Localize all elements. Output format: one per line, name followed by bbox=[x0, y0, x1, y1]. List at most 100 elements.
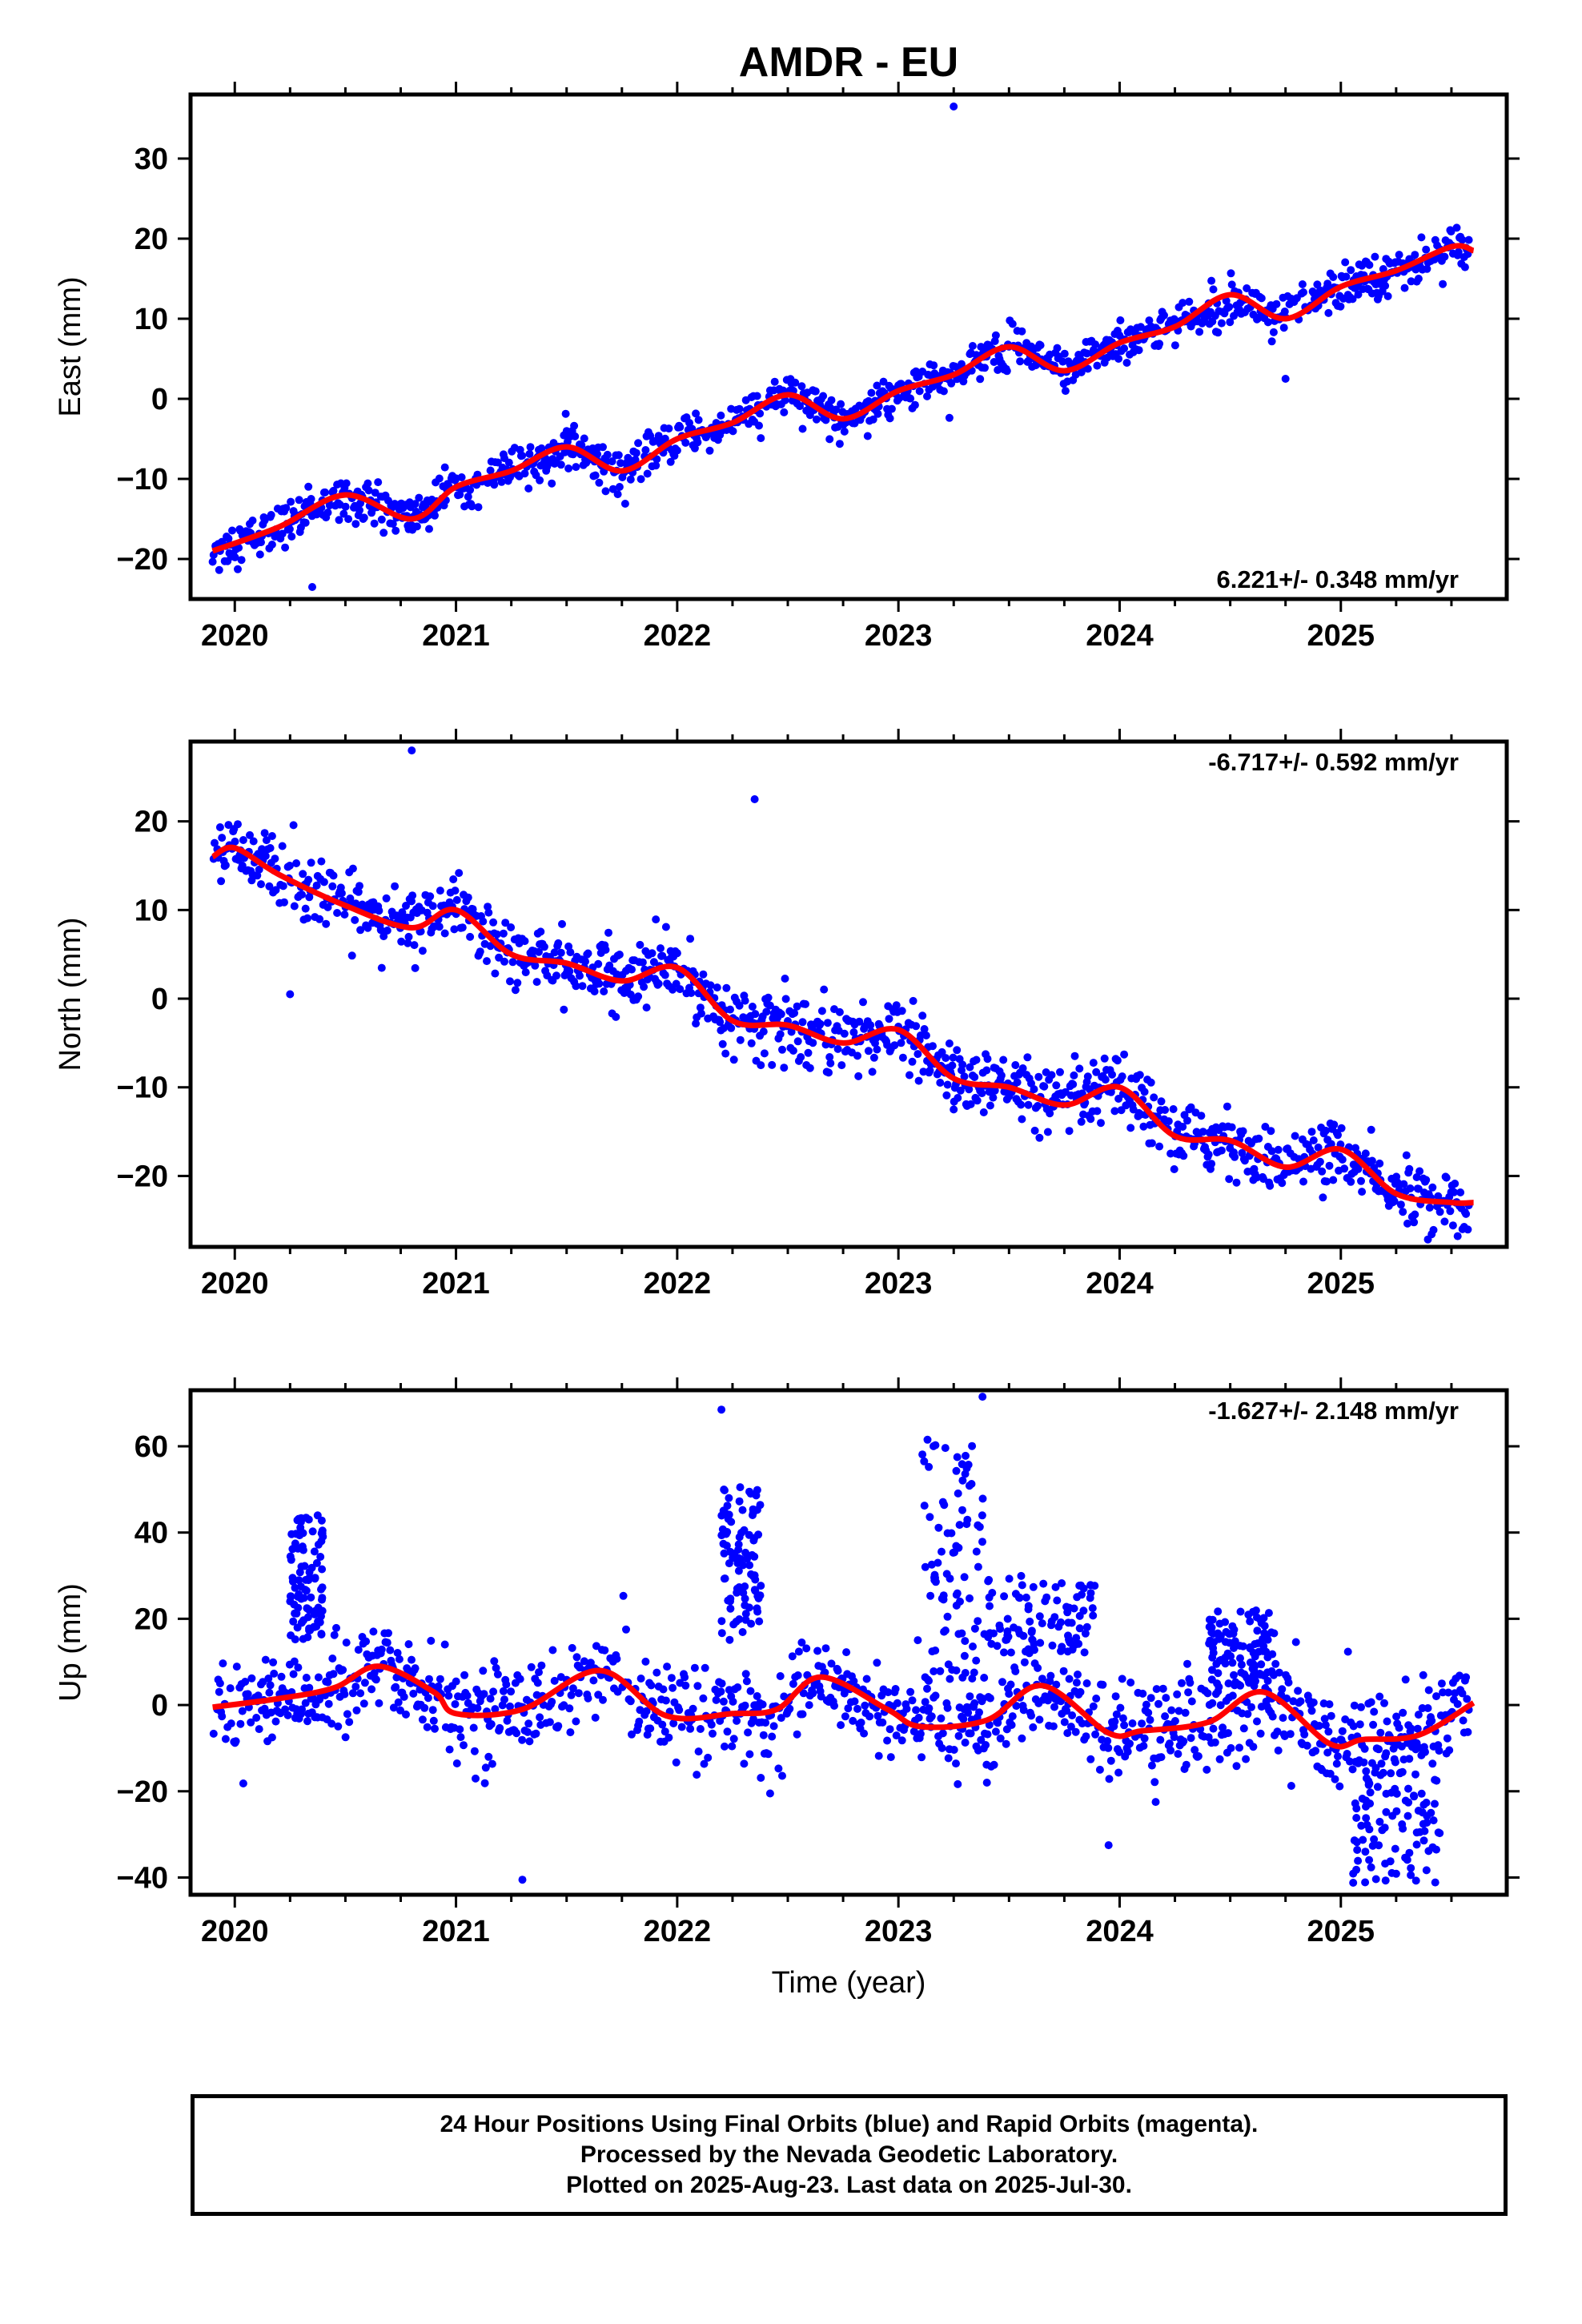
data-point bbox=[1299, 288, 1307, 296]
data-point bbox=[435, 923, 444, 931]
data-point bbox=[958, 1476, 967, 1485]
data-point bbox=[1138, 1719, 1146, 1728]
data-point bbox=[1274, 1145, 1283, 1154]
data-point bbox=[237, 556, 246, 565]
data-point bbox=[938, 1594, 946, 1603]
data-point bbox=[864, 1047, 873, 1055]
data-point bbox=[906, 1687, 915, 1696]
data-point bbox=[572, 1653, 581, 1662]
data-point bbox=[479, 1667, 488, 1675]
data-point bbox=[379, 932, 388, 941]
data-point bbox=[1284, 1679, 1293, 1687]
data-point bbox=[435, 474, 444, 483]
data-point bbox=[1185, 297, 1194, 306]
y-tick-label: −40 bbox=[117, 1861, 168, 1895]
data-point bbox=[790, 1009, 799, 1017]
data-point bbox=[1453, 1232, 1462, 1240]
data-point bbox=[1318, 1167, 1327, 1176]
data-point bbox=[1454, 247, 1463, 256]
data-point bbox=[370, 519, 379, 528]
data-point bbox=[1410, 1218, 1419, 1227]
data-point bbox=[1058, 1579, 1066, 1587]
data-point bbox=[969, 1642, 977, 1651]
data-point bbox=[1214, 1669, 1223, 1678]
data-point bbox=[440, 929, 449, 938]
data-point bbox=[1030, 1085, 1038, 1094]
data-point bbox=[1207, 276, 1216, 285]
data-point bbox=[302, 1674, 311, 1682]
data-point bbox=[1375, 1159, 1384, 1168]
data-point bbox=[1004, 1632, 1013, 1641]
data-point bbox=[294, 1663, 303, 1672]
data-points-2 bbox=[209, 1393, 1473, 1887]
data-point bbox=[1307, 1128, 1316, 1136]
data-point bbox=[247, 1674, 256, 1683]
data-point bbox=[833, 1044, 842, 1053]
data-point bbox=[346, 894, 355, 903]
data-point bbox=[310, 1547, 319, 1556]
data-point bbox=[248, 517, 257, 525]
data-point bbox=[1253, 1173, 1261, 1182]
data-point bbox=[755, 421, 763, 430]
data-point bbox=[634, 992, 643, 1001]
data-point bbox=[1029, 1723, 1038, 1731]
data-point bbox=[1243, 1710, 1252, 1719]
data-point bbox=[1358, 1188, 1367, 1196]
data-point bbox=[278, 842, 287, 850]
data-point bbox=[681, 1681, 690, 1690]
y-tick-label: −20 bbox=[117, 543, 168, 577]
data-point bbox=[785, 1704, 794, 1713]
data-point bbox=[289, 1617, 298, 1626]
data-point bbox=[400, 1692, 408, 1701]
data-point bbox=[285, 862, 294, 870]
data-point bbox=[642, 1707, 651, 1715]
data-point bbox=[1236, 1654, 1244, 1663]
data-point bbox=[1122, 359, 1131, 367]
data-point bbox=[317, 1630, 326, 1638]
data-point bbox=[694, 416, 703, 424]
data-point bbox=[571, 432, 580, 440]
data-point bbox=[1059, 1667, 1068, 1675]
data-point bbox=[1431, 1878, 1439, 1887]
data-point bbox=[499, 929, 508, 938]
data-point bbox=[1240, 1670, 1249, 1679]
x-tick-label: 2025 bbox=[1307, 1267, 1375, 1301]
data-point bbox=[916, 1730, 925, 1738]
data-point bbox=[1407, 1871, 1415, 1880]
outlier-point bbox=[978, 1393, 987, 1401]
data-point bbox=[347, 951, 356, 960]
data-point bbox=[261, 851, 270, 860]
data-point bbox=[709, 1729, 717, 1738]
data-point bbox=[958, 360, 966, 368]
data-point bbox=[491, 969, 500, 978]
data-point bbox=[445, 1745, 454, 1754]
data-point bbox=[943, 1529, 952, 1538]
data-point bbox=[1404, 1798, 1413, 1807]
data-point bbox=[736, 1483, 745, 1492]
data-point bbox=[745, 1750, 754, 1759]
data-point bbox=[1399, 1708, 1407, 1717]
data-point bbox=[1173, 1690, 1182, 1699]
data-point bbox=[1257, 1660, 1266, 1669]
data-point bbox=[343, 1710, 351, 1719]
data-point bbox=[1063, 1647, 1072, 1656]
rate-label: 6.221+/- 0.348 mm/yr bbox=[1217, 565, 1459, 593]
data-point bbox=[533, 1679, 542, 1687]
data-point bbox=[354, 887, 363, 896]
data-point bbox=[402, 902, 410, 910]
data-point bbox=[1267, 1127, 1275, 1136]
data-point bbox=[391, 882, 400, 891]
data-point bbox=[377, 515, 386, 524]
data-point bbox=[411, 963, 420, 972]
outlier-point bbox=[1458, 1224, 1467, 1233]
data-point bbox=[1291, 1638, 1300, 1647]
data-point bbox=[1170, 341, 1179, 350]
data-point bbox=[1266, 1181, 1275, 1190]
data-point bbox=[1224, 1679, 1233, 1688]
data-point bbox=[805, 1063, 814, 1072]
data-point bbox=[1267, 1147, 1276, 1156]
data-point bbox=[376, 926, 385, 935]
data-point bbox=[877, 1691, 886, 1700]
data-point bbox=[1425, 1204, 1434, 1212]
data-point bbox=[496, 1723, 504, 1732]
